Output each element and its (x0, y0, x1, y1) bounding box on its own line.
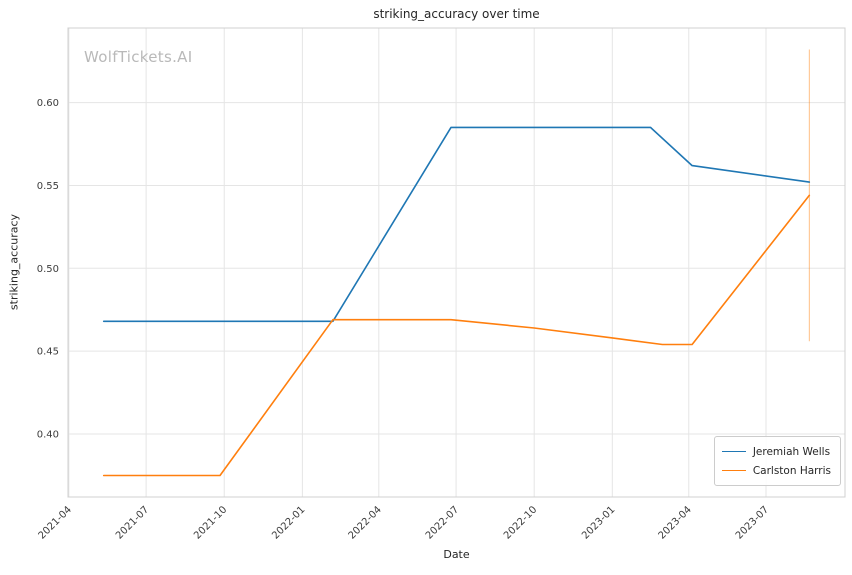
legend-label: Carlston Harris (752, 464, 831, 477)
x-tick-label: 2021-07 (114, 504, 151, 541)
legend-swatch-blue-line (721, 451, 746, 452)
y-tick-label: 0.60 (37, 98, 59, 109)
plot-border (67, 27, 846, 498)
x-tick-label: 2022-04 (347, 504, 384, 541)
y-tick-label: 0.55 (37, 181, 59, 192)
x-tick-label: 2022-07 (424, 504, 461, 541)
legend-label: Jeremiah Wells (752, 445, 831, 458)
x-tick-label: 2021-04 (37, 504, 74, 541)
legend: Jeremiah Wells Carlston Harris (713, 436, 841, 486)
x-axis-label: Date (443, 548, 470, 561)
x-tick-label: 2021-10 (192, 504, 229, 541)
x-tick-label: 2023-01 (580, 504, 617, 541)
legend-swatch-orange-line (721, 470, 746, 471)
x-tick-label: 2023-07 (734, 504, 771, 541)
chart-title: striking_accuracy over time (373, 7, 540, 21)
legend-item-carlston-harris: Carlston Harris (721, 461, 831, 480)
y-tick-label: 0.50 (37, 264, 59, 275)
y-axis-label: striking_accuracy (7, 213, 21, 311)
y-tick-label: 0.40 (37, 430, 59, 441)
legend-item-jeremiah-wells: Jeremiah Wells (721, 442, 831, 461)
x-tick-label: 2023-04 (657, 504, 694, 541)
series-line-0 (102, 126, 811, 323)
x-tick-label: 2022-01 (270, 504, 307, 541)
series-line-1 (102, 194, 811, 477)
watermark: WolfTickets.AI (84, 48, 193, 66)
x-tick-label: 2022-10 (502, 504, 539, 541)
y-tick-label: 0.45 (37, 347, 59, 358)
